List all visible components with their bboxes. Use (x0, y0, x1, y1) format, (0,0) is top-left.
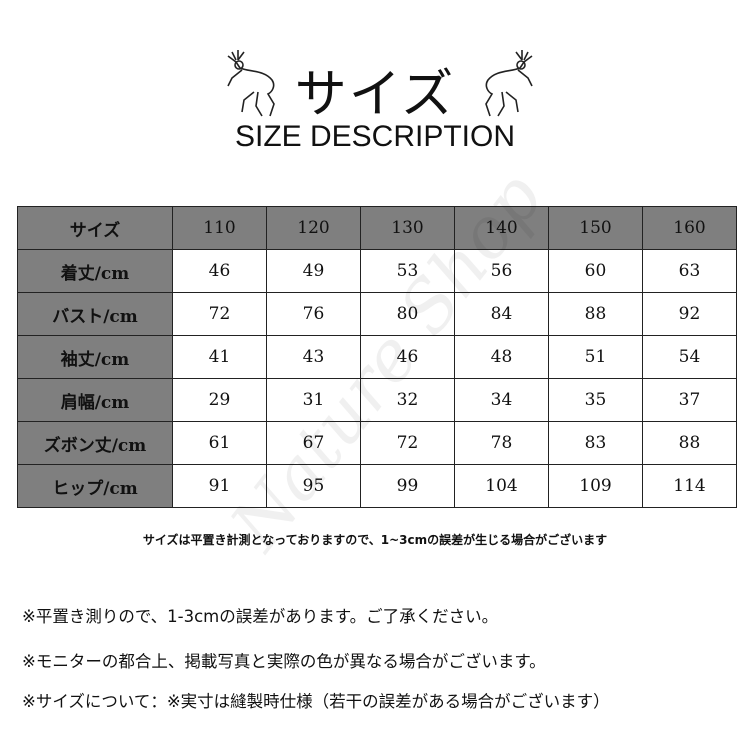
table-cell: 104 (454, 464, 549, 508)
table-cell: 72 (360, 421, 455, 465)
table-row: バスト/cm 72 76 80 84 88 92 (17, 292, 737, 336)
measurement-note: サイズは平置き計測となっておりますので、1~3cmの誤差が生じる場合がございます (142, 533, 608, 547)
table-cell: 99 (360, 464, 455, 508)
header-cell: 120 (266, 206, 361, 250)
table-cell: 37 (642, 378, 737, 422)
deer-icon (485, 50, 533, 117)
header-cell: 150 (548, 206, 643, 250)
table-cell: 41 (172, 335, 267, 379)
table-row: ヒップ/cm 91 95 99 104 109 114 (17, 464, 737, 508)
table-cell: 88 (642, 421, 737, 465)
table-cell: 95 (266, 464, 361, 508)
table-row: 肩幅/cm 29 31 32 34 35 37 (17, 378, 737, 422)
table-cell: 49 (266, 249, 361, 293)
table-cell: 109 (548, 464, 643, 508)
table-cell: 43 (266, 335, 361, 379)
table-cell: 34 (454, 378, 549, 422)
notice-line: ※モニターの都合上、掲載写真と実際の色が異なる場合がございます。 (22, 652, 546, 671)
table-cell: 84 (454, 292, 549, 336)
page-subtitle: SIZE DESCRIPTION (234, 120, 516, 153)
table-cell: 46 (172, 249, 267, 293)
table-cell: 29 (172, 378, 267, 422)
row-label: バスト/cm (17, 292, 173, 336)
size-table: サイズ 110 120 130 140 150 160 着丈/cm 46 49 53 5… (17, 206, 737, 508)
table-cell: 76 (266, 292, 361, 336)
table-cell: 35 (548, 378, 643, 422)
notice-line: ※サイズについて：※実寸は縫製時仕様（若干の誤差がある場合がございます） (22, 692, 610, 711)
table-cell: 72 (172, 292, 267, 336)
header-cell: 160 (642, 206, 737, 250)
notice-line: ※平置き測りので、1-3cmの誤差があります。ご了承ください。 (22, 607, 499, 626)
table-cell: 31 (266, 378, 361, 422)
table-cell: 53 (360, 249, 455, 293)
table-cell: 67 (266, 421, 361, 465)
table-cell: 51 (548, 335, 643, 379)
header-cell: 110 (172, 206, 267, 250)
table-row: 袖丈/cm 41 43 46 48 51 54 (17, 335, 737, 379)
table-cell: 78 (454, 421, 549, 465)
table-cell: 91 (172, 464, 267, 508)
table-header-row: サイズ 110 120 130 140 150 160 (17, 206, 737, 250)
table-cell: 114 (642, 464, 737, 508)
page-title: サイズ (294, 65, 456, 125)
table-cell: 60 (548, 249, 643, 293)
table-cell: 54 (642, 335, 737, 379)
row-label: 肩幅/cm (17, 378, 173, 422)
table-cell: 48 (454, 335, 549, 379)
table-cell: 92 (642, 292, 737, 336)
header-cell: サイズ (17, 206, 173, 250)
table-cell: 80 (360, 292, 455, 336)
table-row: 着丈/cm 46 49 53 56 60 63 (17, 249, 737, 293)
table-cell: 46 (360, 335, 455, 379)
row-label: ヒップ/cm (17, 464, 173, 508)
header-cell: 140 (454, 206, 549, 250)
table-cell: 61 (172, 421, 267, 465)
deer-icon (227, 50, 275, 117)
row-label: 着丈/cm (17, 249, 173, 293)
header-cell: 130 (360, 206, 455, 250)
table-cell: 32 (360, 378, 455, 422)
table-cell: 56 (454, 249, 549, 293)
row-label: 袖丈/cm (17, 335, 173, 379)
table-row: ズボン丈/cm 61 67 72 78 83 88 (17, 421, 737, 465)
table-cell: 88 (548, 292, 643, 336)
table-cell: 83 (548, 421, 643, 465)
row-label: ズボン丈/cm (17, 421, 173, 465)
table-cell: 63 (642, 249, 737, 293)
